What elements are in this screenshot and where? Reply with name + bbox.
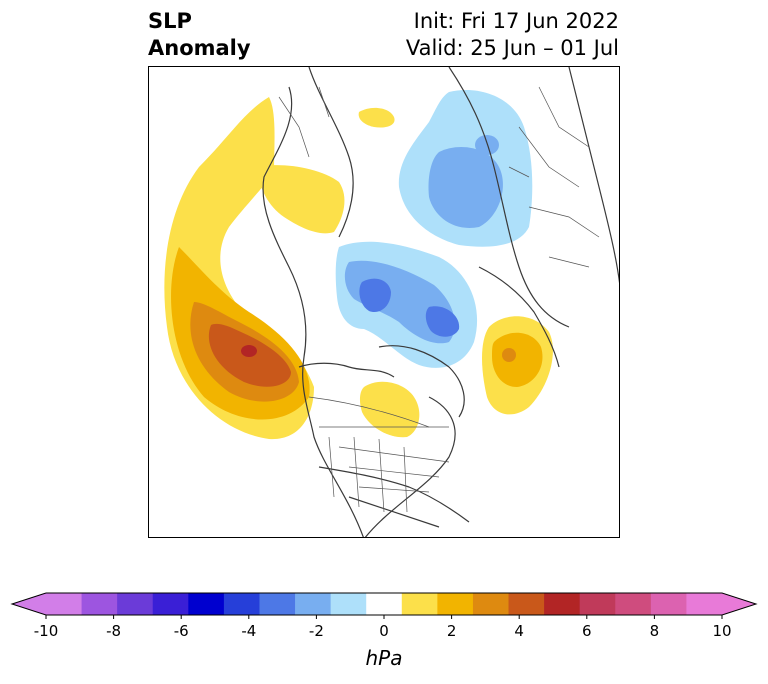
colorbar-segment	[544, 593, 581, 615]
colorbar-segment	[615, 593, 652, 615]
anomaly-map	[164, 67, 619, 537]
colorbar-segment	[152, 593, 189, 615]
anomaly-canada-west	[258, 165, 345, 234]
colorbar-units: hPa	[365, 646, 403, 670]
colorbar-segment	[81, 593, 118, 615]
coastlines	[262, 67, 619, 537]
colorbar-segment	[188, 593, 225, 615]
anomaly-siberia-2	[428, 147, 503, 228]
colorbar-tick-label: -10	[34, 622, 59, 640]
title-line-1: SLP	[148, 9, 192, 33]
colorbar-tick-label: -8	[106, 622, 121, 640]
anomaly-pacific-max	[241, 345, 257, 357]
colorbar: -10 -8 -6 -4 -2 0 2 4 6 8 10	[10, 592, 758, 640]
anomaly-labrador	[359, 381, 420, 438]
anomaly-north-atlantic-max	[502, 348, 516, 362]
colorbar-segment	[472, 593, 510, 615]
colorbar-segment	[579, 593, 616, 615]
colorbar-segment	[259, 593, 296, 615]
colorbar-segment	[508, 593, 545, 615]
colorbar-segment	[437, 593, 474, 615]
colorbar-tick-label: -2	[309, 622, 324, 640]
colorbar-min-extend	[12, 593, 46, 615]
colorbar-segments	[46, 593, 723, 615]
colorbar-segment	[401, 593, 438, 615]
colorbar-segment	[366, 593, 403, 615]
anomaly-arctic-core-a	[359, 278, 391, 313]
colorbar-ticks: -10 -8 -6 -4 -2 0 2 4 6 8 10	[34, 615, 732, 640]
colorbar-tick-label: -4	[241, 622, 256, 640]
colorbar-segment	[117, 593, 154, 615]
init-date: Init: Fri 17 Jun 2022	[413, 9, 619, 33]
colorbar-max-extend	[722, 593, 756, 615]
colorbar-segment	[295, 593, 332, 615]
map-panel	[148, 66, 620, 538]
title-line-2: Anomaly	[148, 36, 251, 60]
colorbar-segment	[46, 593, 83, 615]
colorbar-segment	[650, 593, 687, 615]
valid-range: Valid: 25 Jun – 01 Jul	[405, 36, 619, 60]
anomaly-north-atlantic-2	[492, 332, 543, 387]
colorbar-segment	[330, 593, 367, 615]
forecast-dates: Init: Fri 17 Jun 2022 Valid: 25 Jun – 01…	[406, 8, 619, 62]
colorbar-tick-label: 2	[447, 622, 457, 640]
anomaly-scandinavia	[358, 107, 395, 128]
map-title: SLP Anomaly	[148, 8, 251, 62]
colorbar-tick-label: 0	[379, 622, 389, 640]
colorbar-tick-label: 4	[514, 622, 524, 640]
colorbar-segment	[686, 593, 723, 615]
colorbar-tick-label: 6	[582, 622, 592, 640]
colorbar-segment	[223, 593, 260, 615]
colorbar-tick-label: 8	[650, 622, 660, 640]
anomaly-arctic-core-b	[425, 306, 460, 337]
colorbar-tick-label: -6	[174, 622, 189, 640]
colorbar-tick-label: 10	[712, 622, 731, 640]
political-borders	[278, 86, 600, 513]
